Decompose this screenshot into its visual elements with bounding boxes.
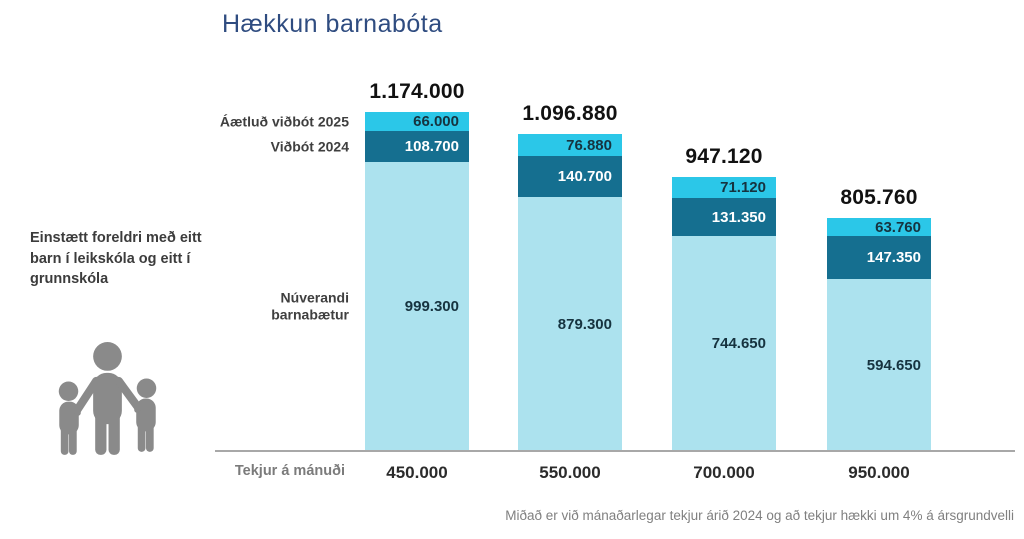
- scenario-note: Einstætt foreldri með eitt barn í leiksk…: [30, 230, 202, 288]
- segment-value-label: 140.700: [557, 168, 612, 185]
- segment-value-label: 594.650: [866, 356, 921, 374]
- chart-footnote: Miðað er við mánaðarlegar tekjur árið 20…: [505, 508, 1014, 523]
- chart-title: Hækkun barnabóta: [222, 10, 443, 38]
- x-axis-tick-label: 700.000: [693, 463, 755, 482]
- segment-value-label: 63.760: [875, 218, 921, 236]
- x-axis-title: Tekjur á mánuði: [234, 463, 345, 479]
- bar-segment: 999.300: [365, 162, 469, 451]
- bar-segment: 879.300: [518, 197, 622, 451]
- segment-value-label: 879.300: [557, 315, 612, 333]
- segment-value-label: 108.700: [404, 138, 459, 155]
- segment-value-label: 744.650: [711, 335, 766, 352]
- bar-segment: 131.350: [672, 198, 776, 236]
- bar-segment: 147.350: [827, 236, 931, 279]
- x-axis-line: [215, 450, 1015, 452]
- legend-label: Núverandi barnabætur: [271, 289, 349, 323]
- bar-segment: 108.700: [365, 131, 469, 162]
- x-axis-tick-label: 950.000: [848, 463, 910, 482]
- segment-value-label: 131.350: [711, 208, 766, 226]
- x-axis-tick-label: 450.000: [386, 463, 448, 482]
- x-axis-tick-label: 550.000: [539, 463, 601, 482]
- bar-segment: 71.120: [672, 177, 776, 198]
- segment-value-label: 999.300: [404, 298, 459, 315]
- segment-value-label: 71.120: [720, 179, 766, 196]
- bar-segment: 140.700: [518, 156, 622, 197]
- bar-segment: 594.650: [827, 279, 931, 451]
- segment-value-label: 76.880: [566, 136, 612, 154]
- bar-segment: 63.760: [827, 218, 931, 236]
- bar-total-label: 805.760: [840, 186, 918, 209]
- bar-segment: 76.880: [518, 134, 622, 156]
- bar-segment: 744.650: [672, 236, 776, 451]
- segment-value-label: 147.350: [866, 249, 921, 266]
- family-icon: [58, 342, 157, 455]
- bar-total-label: 1.096.880: [522, 102, 618, 125]
- legend-label: Viðbót 2024: [270, 137, 349, 154]
- bar-total-label: 947.120: [685, 145, 763, 168]
- segment-value-label: 66.000: [413, 113, 459, 130]
- legend-label: Áætluð viðbót 2025: [219, 112, 349, 129]
- bar-total-label: 1.174.000: [369, 80, 465, 103]
- bar-segment: 66.000: [365, 112, 469, 131]
